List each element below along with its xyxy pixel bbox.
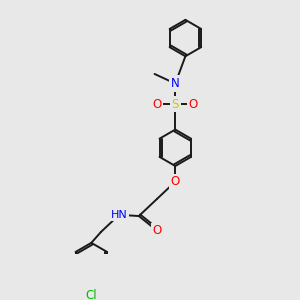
Text: S: S <box>172 98 179 111</box>
Text: O: O <box>152 98 162 111</box>
Text: N: N <box>171 77 180 90</box>
Text: O: O <box>189 98 198 111</box>
Text: O: O <box>171 175 180 188</box>
Text: O: O <box>152 224 162 237</box>
Text: HN: HN <box>111 210 128 220</box>
Text: Cl: Cl <box>85 289 97 300</box>
